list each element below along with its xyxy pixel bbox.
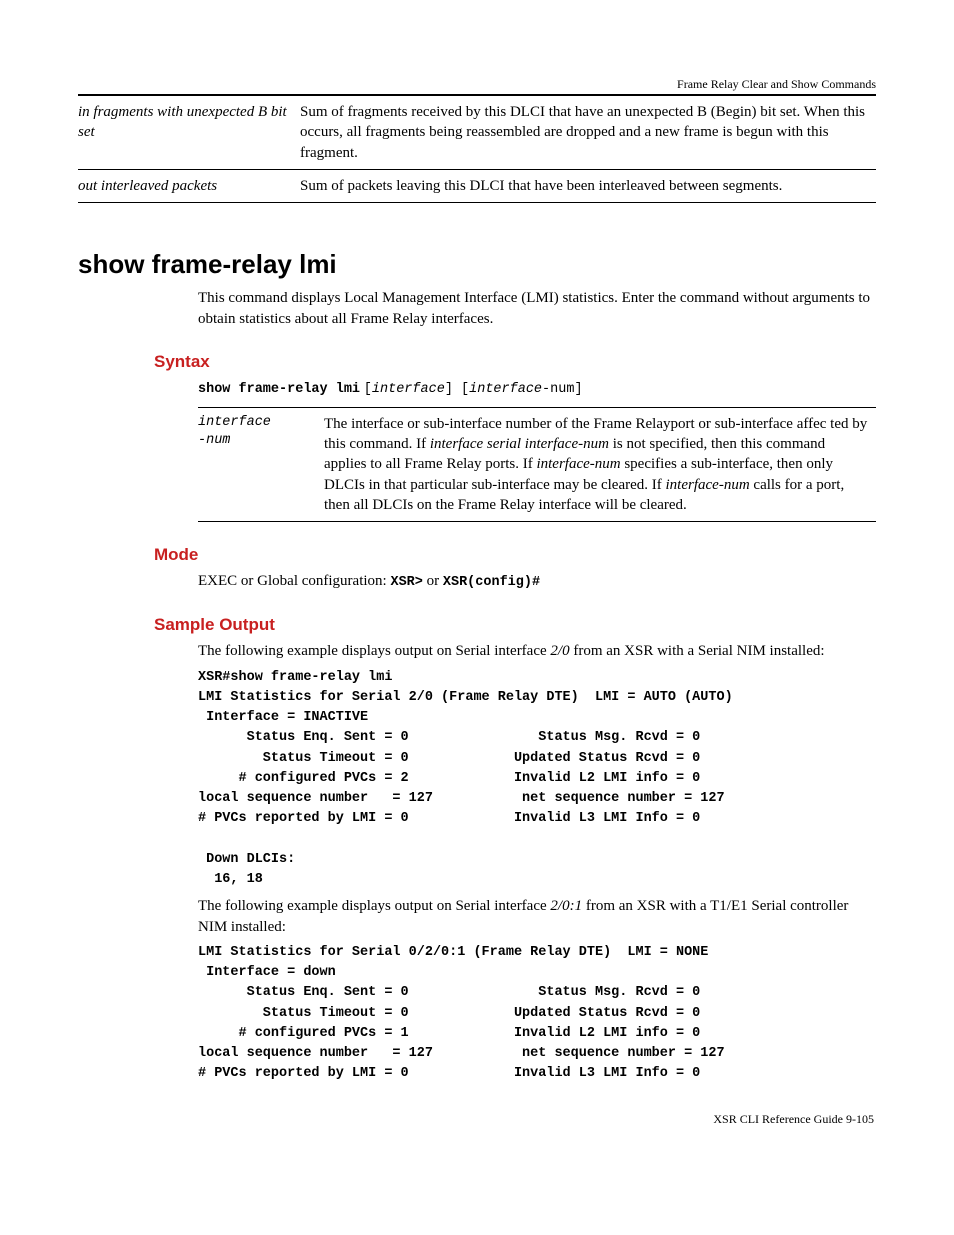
- sample-output-block: XSR#show frame-relay lmi LMI Statistics …: [198, 668, 876, 891]
- syntax-cmd: show frame-relay lmi: [198, 382, 360, 397]
- text: or: [423, 573, 443, 589]
- mode-heading: Mode: [154, 544, 876, 567]
- table-row: in fragments with unexpected B bit set S…: [78, 96, 876, 170]
- mode-text: EXEC or Global configuration: XSR> or XS…: [198, 571, 876, 592]
- param-name: -num: [198, 433, 230, 448]
- sample-output-block: LMI Statistics for Serial 0/2/0:1 (Frame…: [198, 943, 876, 1085]
- param-desc-cell: The interface or sub-interface number of…: [324, 407, 876, 521]
- desc-cell: Sum of packets leaving this DLCI that ha…: [300, 169, 876, 202]
- syntax-heading: Syntax: [154, 351, 876, 374]
- mode-code: XSR>: [390, 575, 422, 590]
- syntax-arg-suffix: -num: [542, 382, 574, 397]
- sample-intro: The following example displays output on…: [198, 896, 876, 937]
- syntax-bracket: [: [364, 382, 372, 397]
- page-footer: XSR CLI Reference Guide 9-105: [78, 1111, 874, 1127]
- text-italic: interface-num: [536, 456, 620, 472]
- table-row: out interleaved packets Sum of packets l…: [78, 169, 876, 202]
- page-header: Frame Relay Clear and Show Commands: [78, 76, 876, 95]
- syntax-bracket: ] [: [445, 382, 469, 397]
- text: The following example displays output on…: [198, 643, 550, 659]
- text: EXEC or Global configuration:: [198, 573, 390, 589]
- command-title: show frame-relay lmi: [78, 247, 876, 282]
- syntax-arg: interface: [469, 382, 542, 397]
- text-italic: 2/0: [550, 643, 569, 659]
- text: The following example displays output on…: [198, 898, 550, 914]
- syntax-arg: interface: [372, 382, 445, 397]
- term-cell: in fragments with unexpected B bit set: [78, 96, 300, 170]
- sample-intro: The following example displays output on…: [198, 641, 876, 661]
- mode-code: XSR(config)#: [443, 575, 540, 590]
- desc-cell: Sum of fragments received by this DLCI t…: [300, 96, 876, 170]
- param-table: interface -num The interface or sub-inte…: [198, 407, 876, 522]
- text-italic: interface-num: [666, 477, 750, 493]
- param-name: interface: [198, 415, 271, 430]
- syntax-line: show frame-relay lmi [interface] [interf…: [198, 378, 876, 399]
- text-italic: 2/0:1: [550, 898, 582, 914]
- command-intro: This command displays Local Management I…: [198, 288, 876, 329]
- definition-table: in fragments with unexpected B bit set S…: [78, 95, 876, 203]
- table-row: interface -num The interface or sub-inte…: [198, 407, 876, 521]
- text-italic: interface serial interface-num: [430, 436, 609, 452]
- sample-heading: Sample Output: [154, 614, 876, 637]
- text: from an XSR with a Serial NIM installed:: [570, 643, 825, 659]
- term-cell: out interleaved packets: [78, 169, 300, 202]
- syntax-bracket: ]: [574, 382, 582, 397]
- param-name-cell: interface -num: [198, 407, 324, 521]
